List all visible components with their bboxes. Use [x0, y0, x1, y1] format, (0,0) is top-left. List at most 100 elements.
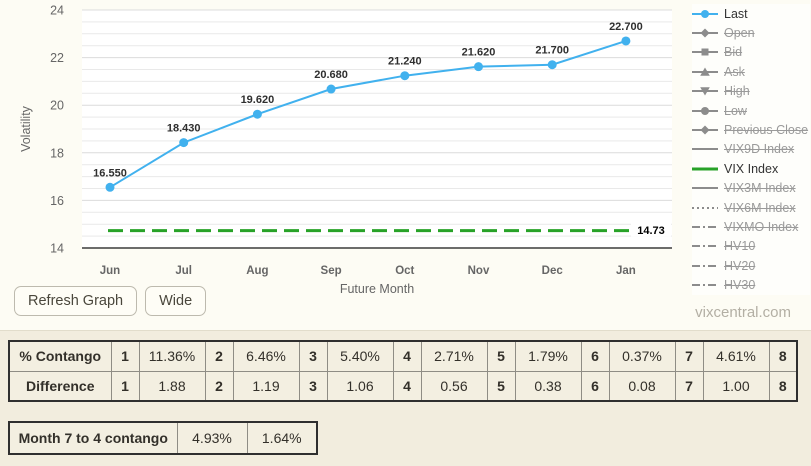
legend-item-vix6m-index[interactable]: VIX6M Index	[692, 198, 810, 217]
month-value: 11.36%	[138, 340, 206, 372]
legend-label: Low	[724, 103, 747, 118]
data-point-sep[interactable]	[326, 84, 336, 94]
month-number: 6	[580, 370, 610, 402]
month-number: 2	[204, 340, 234, 372]
data-point-label: 21.700	[535, 45, 569, 57]
month-number: 6	[580, 340, 610, 372]
vix-index-value-label: 14.73	[637, 225, 665, 237]
legend-item-last[interactable]: Last	[692, 4, 810, 23]
month-number: 3	[298, 340, 328, 372]
legend-label: Open	[724, 26, 755, 41]
wide-button[interactable]: Wide	[145, 286, 207, 316]
legend-item-open[interactable]: Open	[692, 23, 810, 42]
month-value: 1.79%	[514, 340, 582, 372]
contango-value: 4.93%	[176, 421, 248, 455]
dashdot-marker-icon	[692, 225, 718, 228]
data-point-jan[interactable]	[621, 36, 631, 46]
data-point-label: 22.700	[609, 21, 643, 33]
legend-label: VIX Index	[724, 161, 779, 176]
legend-item-bid[interactable]: Bid	[692, 43, 810, 62]
triangle-up-marker-icon	[692, 67, 718, 76]
data-point-dec[interactable]	[547, 60, 557, 70]
month-number: 3	[298, 370, 328, 402]
circle-marker-icon	[692, 106, 718, 115]
legend-label: VIXMO Index	[724, 219, 799, 234]
legend-item-hv30[interactable]: HV30	[692, 275, 810, 294]
y-tick-label: 20	[50, 99, 64, 113]
month-value: 1.00	[702, 370, 770, 402]
legend-label: High	[724, 84, 750, 99]
line-marker-icon	[692, 167, 718, 171]
legend-item-previous-close[interactable]: Previous Close	[692, 120, 810, 139]
legend-item-high[interactable]: High	[692, 82, 810, 101]
stats-section: % Contango 1 11.36% 2 6.46% 3 5.40% 4 2.71% 5 1.79…	[0, 330, 811, 466]
month-value: 0.38	[514, 370, 582, 402]
month-value: 1.19	[232, 370, 300, 402]
dashdot-marker-icon	[692, 284, 718, 287]
row-label: % Contango	[8, 340, 112, 372]
data-point-label: 21.620	[462, 47, 496, 59]
contango-value: 1.64%	[246, 421, 318, 455]
legend-label: VIX3M Index	[724, 181, 796, 196]
legend-item-vix3m-index[interactable]: VIX3M Index	[692, 179, 810, 198]
legend-label: Ask	[724, 64, 745, 79]
data-point-nov[interactable]	[474, 62, 483, 72]
data-point-label: 16.550	[93, 167, 127, 179]
line-marker-icon	[692, 187, 718, 190]
month-value: 6.46%	[232, 340, 300, 372]
data-point-jun[interactable]	[105, 182, 115, 192]
y-axis-title: Volatility	[19, 105, 33, 152]
data-point-aug[interactable]	[252, 109, 262, 119]
x-tick-label: Nov	[468, 265, 490, 277]
month-value: 0.56	[420, 370, 488, 402]
month-number: 8	[768, 370, 798, 402]
legend-label: Previous Close	[724, 123, 809, 138]
legend-item-hv20[interactable]: HV20	[692, 256, 810, 275]
legend-item-hv10[interactable]: HV10	[692, 237, 810, 256]
legend-item-low[interactable]: Low	[692, 101, 810, 120]
data-point-label: 20.680	[314, 69, 348, 81]
refresh-graph-button[interactable]: Refresh Graph	[14, 286, 138, 316]
triangle-down-marker-icon	[692, 87, 718, 96]
contango-table: % Contango 1 11.36% 2 6.46% 3 5.40% 4 2.71% 5 1.79…	[8, 340, 798, 402]
dashdot-marker-icon	[692, 264, 718, 267]
legend-label: Bid	[724, 45, 743, 60]
chart-section: 14 16 18 20 22 24 Jun Jul Aug Sep Oct Nov Dec Jan Vol…	[14, 3, 810, 321]
month-contango-table: Month 7 to 4 contango 4.93% 1.64%	[8, 421, 318, 455]
line-marker-icon	[692, 148, 718, 151]
diamond-marker-icon	[692, 28, 718, 38]
month-number: 4	[392, 370, 422, 402]
y-tick-label: 16	[50, 194, 64, 208]
y-tick-label: 14	[50, 242, 64, 256]
legend-item-vixmo-index[interactable]: VIXMO Index	[692, 217, 810, 236]
month-value: 4.61%	[702, 340, 770, 372]
site-watermark: vixcentral.com	[695, 304, 791, 321]
x-axis-title: Future Month	[340, 282, 414, 296]
dashdot-marker-icon	[692, 245, 718, 248]
legend-item-vix-index[interactable]: VIX Index	[692, 159, 810, 178]
legend-item-vix9d-index[interactable]: VIX9D Index	[692, 140, 810, 159]
legend-item-ask[interactable]: Ask	[692, 62, 810, 81]
month-number: 5	[486, 340, 516, 372]
month-number: 8	[768, 340, 798, 372]
month-value: 2.71%	[420, 340, 488, 372]
x-tick-label: Aug	[246, 265, 268, 277]
circle-marker-icon	[692, 9, 718, 18]
data-point-label: 21.240	[388, 56, 422, 68]
x-tick-label: Oct	[395, 265, 414, 277]
table-row-month-7-to-4-contango: Month 7 to 4 contango 4.93% 1.64%	[8, 421, 318, 455]
month-value: 1.88	[138, 370, 206, 402]
month-value: 0.37%	[608, 340, 676, 372]
diamond-marker-icon	[692, 125, 718, 135]
data-point-oct[interactable]	[400, 71, 410, 81]
legend-label: VIX6M Index	[724, 200, 796, 215]
legend-label: Last	[724, 6, 748, 21]
month-value: 5.40%	[326, 340, 394, 372]
legend-label: HV20	[724, 258, 756, 273]
data-point-jul[interactable]	[179, 138, 189, 148]
vix-index-label-bg	[631, 221, 671, 237]
table-row-difference: Difference 1 1.88 2 1.19 3 1.06 4 0.56 5 0.38 6 0.08…	[8, 370, 798, 402]
month-value: 1.06	[326, 370, 394, 402]
chart-legend: Last Open Bid Ask High Low Previous Close VIX9D…	[692, 4, 810, 295]
x-tick-label: Jun	[100, 265, 120, 277]
